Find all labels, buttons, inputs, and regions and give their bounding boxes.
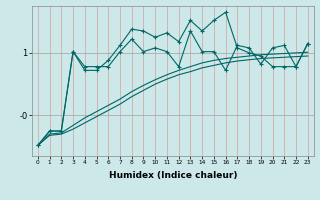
X-axis label: Humidex (Indice chaleur): Humidex (Indice chaleur) (108, 171, 237, 180)
